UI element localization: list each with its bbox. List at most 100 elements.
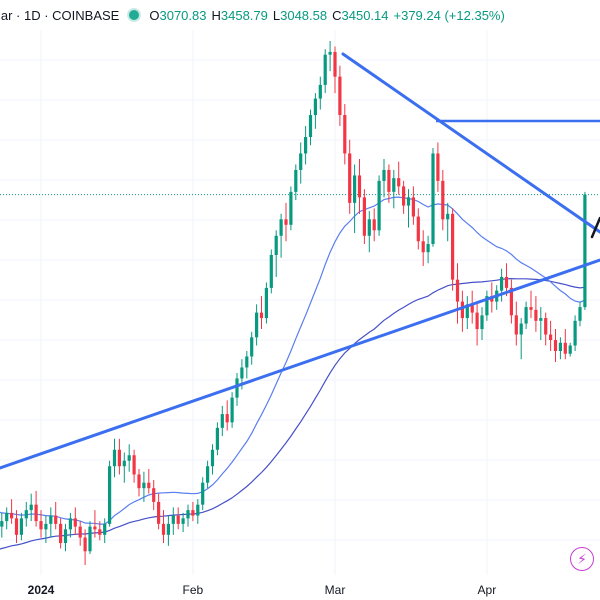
candle [279, 213, 283, 258]
candle [436, 142, 440, 192]
candle [451, 208, 455, 291]
symbol-label[interactable]: lar · 1D · COINBASE [0, 7, 120, 23]
candle [210, 444, 215, 475]
candle [563, 329, 567, 360]
candle [549, 320, 553, 351]
candle [338, 65, 342, 127]
candle [539, 307, 543, 341]
ma-fast-line [0, 196, 586, 525]
candle [122, 452, 126, 483]
candle [54, 501, 58, 530]
candle [411, 186, 415, 225]
candle [103, 518, 107, 544]
candle [59, 518, 63, 549]
high-label: H [211, 7, 221, 23]
candle [514, 301, 518, 346]
candle [220, 405, 224, 437]
candle [5, 507, 9, 530]
lower-trendline[interactable] [0, 258, 600, 470]
candle [235, 372, 239, 406]
candle [318, 76, 322, 110]
candle [10, 499, 14, 524]
candle [534, 296, 538, 332]
candle [431, 147, 435, 247]
candle [259, 296, 264, 330]
candle [250, 331, 254, 365]
candle [460, 290, 464, 332]
candle [470, 290, 474, 324]
candle [529, 290, 533, 319]
candle [225, 400, 229, 431]
candle [402, 180, 406, 214]
candle [142, 471, 146, 502]
candle [201, 477, 205, 511]
ma-slow-series [0, 277, 585, 550]
candle [24, 501, 28, 527]
chart-header: lar · 1D · COINBASE O 3070.83 H 3458.79 … [0, 0, 600, 30]
candle [152, 479, 156, 511]
candle [88, 521, 92, 555]
open-value: 3070.83 [159, 7, 207, 23]
candle [73, 507, 77, 535]
x-tick-label: Feb [183, 583, 204, 597]
candle [500, 268, 504, 302]
candle [284, 202, 288, 242]
candle [568, 342, 572, 357]
candle [44, 515, 48, 544]
high-value: 3458.79 [220, 7, 268, 23]
trend-drawings[interactable] [0, 52, 600, 470]
change-value: +379.24 (+12.35%) [393, 7, 505, 23]
candle [313, 93, 317, 129]
candle [0, 512, 4, 538]
candle [519, 318, 523, 360]
candle [166, 515, 170, 546]
candle [161, 510, 166, 544]
candle [230, 392, 234, 428]
candle [397, 161, 401, 195]
candle [416, 208, 420, 250]
candle [323, 49, 327, 94]
candle [367, 211, 371, 253]
candle [558, 337, 562, 360]
candle [406, 189, 411, 228]
candle [112, 438, 117, 478]
candle [108, 460, 112, 527]
candle [377, 175, 381, 236]
upper-trendline[interactable] [341, 52, 600, 234]
arrow-shaft[interactable] [590, 216, 600, 239]
close-value: 3450.14 [341, 7, 389, 23]
candle [83, 529, 87, 565]
low-label: L [272, 7, 281, 23]
open-label: O [149, 7, 160, 23]
candle [117, 438, 121, 475]
candle [171, 507, 175, 535]
candle [68, 512, 72, 538]
ma-slow-line [0, 277, 585, 550]
candle [392, 169, 396, 209]
candle [147, 468, 151, 494]
x-axis: 2024FebMarAprMay [28, 583, 497, 597]
x-tick-label: 2024 [28, 583, 55, 597]
candle [196, 499, 200, 524]
candle [264, 282, 268, 324]
candle [387, 164, 391, 203]
candle [333, 46, 337, 94]
candle [509, 279, 513, 324]
candle [485, 290, 489, 321]
candle [63, 523, 68, 552]
candle [29, 493, 33, 522]
candle [544, 312, 548, 346]
candle [465, 296, 469, 330]
candle [524, 301, 528, 330]
lightning-bolt-icon[interactable]: ⚡ [570, 547, 594, 571]
candle [343, 104, 347, 165]
candle [269, 249, 273, 294]
candle [441, 169, 445, 231]
candle [426, 235, 430, 264]
candle [176, 507, 180, 530]
candle [348, 139, 352, 214]
close-label: C [332, 7, 342, 23]
candle [186, 504, 190, 527]
